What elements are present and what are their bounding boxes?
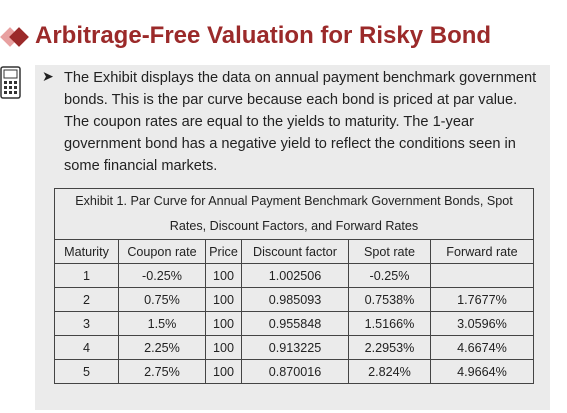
bullet-text: The Exhibit displays the data on annual … [64,70,537,174]
table-cell: 1 [54,263,119,288]
table-body: 1 -0.25% 100 1.002506 -0.25% 2 0.75% 100 0.98509… [54,263,534,384]
table-caption: Exhibit 1. Par Curve for Annual Payment … [54,188,534,239]
table-cell: 100 [205,359,242,384]
table-cell: 1.7677% [430,287,534,312]
table-cell: 2.2953% [348,335,431,360]
table-cell: -0.25% [348,263,431,288]
table-row: 4 2.25% 100 0.913225 2.2953% 4.6674% [54,335,534,360]
calculator-icon [0,66,21,99]
table-cell: 3.0596% [430,311,534,336]
table-cell: 3 [54,311,119,336]
column-header: Forward rate [430,239,534,264]
diamond-icon [0,27,29,47]
column-header: Price [205,239,242,264]
table-cell: 100 [205,263,242,288]
table: Exhibit 1. Par Curve for Annual Payment … [54,188,534,384]
table-cell: 1.002506 [241,263,349,288]
table-cell: 100 [205,311,242,336]
table-cell: 2.75% [118,359,206,384]
table-cell: 2 [54,287,119,312]
table-cell: 4 [54,335,119,360]
bullet-marker: ➤ [42,68,54,84]
column-header: Spot rate [348,239,431,264]
table-cell: 1.5166% [348,311,431,336]
column-header: Coupon rate [118,239,206,264]
table-cell: 2.25% [118,335,206,360]
table-cell: 4.6674% [430,335,534,360]
column-header: Maturity [54,239,119,264]
table-cell: 0.870016 [241,359,349,384]
table-cell: 1.5% [118,311,206,336]
table-cell: 0.913225 [241,335,349,360]
table-row: 5 2.75% 100 0.870016 2.824% 4.9664% [54,359,534,384]
table-row: 2 0.75% 100 0.985093 0.7538% 1.7677% [54,287,534,312]
header-row: Maturity Coupon rate Price Discount factor S… [54,239,534,264]
table-cell: -0.25% [118,263,206,288]
table-cell: 0.985093 [241,287,349,312]
table-row: 1 -0.25% 100 1.002506 -0.25% [54,263,534,288]
column-header: Discount factor [241,239,349,264]
table-cell: 0.955848 [241,311,349,336]
table-row: 3 1.5% 100 0.955848 1.5166% 3.0596% [54,311,534,336]
title: Arbitrage-Free Valuation for Risky Bond [35,22,492,49]
table-cell [430,263,534,288]
table-cell: 100 [205,287,242,312]
table-cell: 100 [205,335,242,360]
table-cell: 5 [54,359,119,384]
table-cell: 0.7538% [348,287,431,312]
table-cell: 4.9664% [430,359,534,384]
table-cell: 2.824% [348,359,431,384]
table-cell: 0.75% [118,287,206,312]
